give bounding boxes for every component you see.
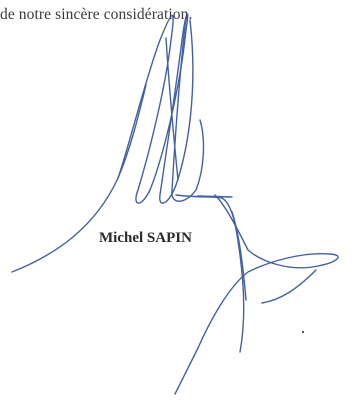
- closing-text: de notre sincère considération.: [0, 6, 193, 23]
- signatory-name: Michel SAPIN: [99, 230, 192, 246]
